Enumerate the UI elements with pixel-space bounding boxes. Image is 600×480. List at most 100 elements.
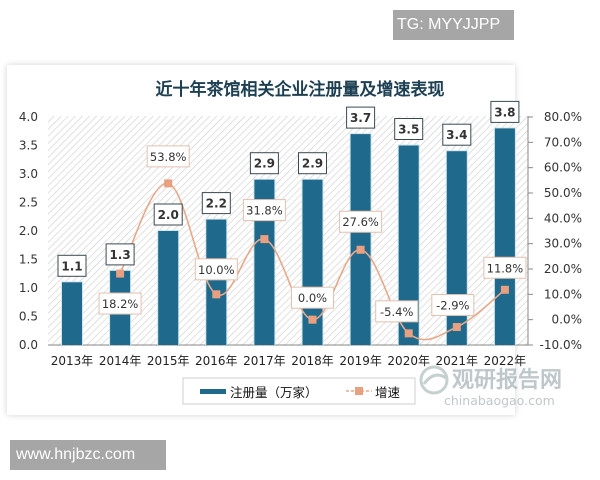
growth-label-box	[291, 286, 334, 309]
right-tick-label: 70.0%	[544, 135, 582, 149]
growth-label-box	[483, 256, 527, 279]
growth-marker	[164, 179, 173, 188]
bar	[494, 128, 515, 345]
left-tick-label: 1.0	[19, 281, 38, 295]
right-tick-label: 60.0%	[544, 161, 582, 175]
bar-value-label: 2.0	[158, 208, 179, 222]
logo-watermark: 观研报告网 chinabaogao.com	[419, 365, 562, 408]
bar-value-label: 2.9	[254, 157, 275, 171]
left-tick-label: 3.5	[19, 139, 38, 153]
growth-value-label: 27.6%	[342, 215, 379, 229]
bar-value-label: 2.2	[206, 197, 227, 211]
left-tick-label: 2.0	[19, 224, 38, 238]
growth-marker	[260, 235, 269, 244]
x-tick-label: 2018年	[291, 354, 334, 368]
watermark-tg: TG: MYYJJPP	[393, 10, 514, 40]
x-tick-label: 2021年	[436, 354, 479, 368]
growth-label-box	[146, 145, 190, 168]
growth-value-label: 53.8%	[150, 150, 187, 164]
bar-value-label: 3.5	[398, 123, 419, 137]
bar-value-label: 3.8	[494, 105, 515, 119]
bar-label-box	[105, 243, 135, 266]
chart-title: 近十年茶馆相关企业注册量及增速表现	[156, 79, 445, 100]
x-tick-label: 2020年	[387, 354, 430, 368]
right-tick-label: 80.0%	[544, 110, 582, 124]
growth-value-label: 18.2%	[102, 297, 139, 311]
bar-label-box	[298, 152, 327, 175]
logo-en: chinabaogao.com	[444, 393, 555, 408]
growth-label-box	[339, 210, 383, 233]
legend-marker-icon	[355, 387, 363, 395]
growth-marker	[500, 285, 509, 294]
x-tick-label: 2014年	[99, 354, 142, 368]
growth-marker	[404, 329, 413, 338]
growth-marker	[116, 269, 125, 278]
right-tick-label: 50.0%	[544, 186, 582, 200]
left-tick-label: 2.5	[19, 196, 38, 210]
bar	[158, 231, 179, 345]
bar-label-box	[346, 106, 376, 129]
logo-cn: 观研报告网	[452, 368, 562, 393]
line-labels: 18.2% 53.8% 10.0% 31.8% 0.0% 27.6% -5.4% -2.9% 1…	[98, 145, 527, 323]
right-tick-label: 10.0%	[544, 287, 582, 301]
left-axis: 0.0 0.5 1.0 1.5 2.0 2.5 3.0 3.5 4.0	[19, 110, 38, 352]
growth-marker	[212, 290, 221, 299]
legend-line-label: 增速	[375, 385, 401, 400]
left-tick-label: 4.0	[19, 110, 38, 124]
bar-label-box	[201, 192, 231, 215]
bar-label-box	[394, 118, 424, 140]
left-tick-label: 0.0	[19, 338, 38, 352]
watermark-website: www.hnjbzc.com	[10, 440, 166, 470]
x-tick-label: 2017年	[243, 354, 286, 368]
x-axis-labels: 2013年 2014年 2015年 2016年 2017年 2018年 2019年 2020年…	[51, 354, 526, 368]
bar-label-box	[442, 123, 472, 146]
x-tick-label: 2022年	[484, 354, 527, 368]
x-tick-label: 2015年	[147, 354, 190, 368]
growth-label-box	[98, 292, 142, 315]
growth-value-label: -5.4%	[380, 305, 413, 319]
legend: 注册量（万家） 增速	[182, 377, 416, 405]
bar	[398, 145, 419, 345]
growth-label-box	[375, 300, 419, 323]
growth-value-label: 11.8%	[487, 261, 524, 275]
growth-label-box	[194, 258, 238, 281]
bar-label-box	[249, 152, 279, 175]
right-tick-label: 40.0%	[544, 211, 582, 225]
left-tick-label: 3.0	[19, 167, 38, 181]
bar-labels: 1.1 1.3 2.0 2.2 2.9 2.9 3.7 3.5 3.4 3.8	[57, 100, 520, 277]
bar-value-label: 2.9	[302, 157, 323, 171]
growth-value-label: -2.9%	[436, 299, 469, 313]
growth-label-box	[242, 199, 286, 222]
left-tick-label: 0.5	[19, 310, 38, 324]
bar-label-box	[57, 254, 87, 277]
x-tick-label: 2019年	[339, 354, 382, 368]
bar-value-label: 1.3	[109, 248, 130, 262]
left-tick-label: 1.5	[19, 253, 38, 267]
bar-value-label: 1.1	[61, 259, 82, 273]
growth-value-label: 10.0%	[198, 263, 235, 277]
right-tick-label: 30.0%	[544, 237, 582, 251]
bar	[206, 219, 227, 345]
logo-swirl-icon	[422, 373, 447, 385]
x-tick-label: 2016年	[195, 354, 238, 368]
growth-marker	[308, 315, 317, 324]
growth-marker	[356, 245, 365, 254]
right-axis: -10.0% 0.0% 10.0% 20.0% 30.0% 40.0% 50.0% 60.0%…	[528, 110, 582, 352]
bar-value-label: 3.4	[446, 128, 467, 142]
bar-value-label: 3.7	[350, 111, 371, 125]
bar-label-box	[153, 203, 183, 226]
right-tick-label: 20.0%	[544, 262, 582, 276]
legend-bar-label: 注册量（万家）	[230, 385, 318, 400]
growth-marker	[452, 323, 461, 332]
x-tick-label: 2013年	[51, 354, 94, 368]
right-tick-label: -10.0%	[540, 338, 582, 352]
growth-value-label: 31.8%	[246, 204, 283, 218]
right-tick-label: 0.0%	[552, 313, 583, 327]
bar	[350, 134, 371, 345]
growth-label-box	[431, 294, 475, 317]
growth-value-label: 0.0%	[298, 291, 327, 305]
bar-label-box	[490, 100, 520, 123]
bar	[62, 282, 82, 345]
legend-bar-swatch	[200, 389, 226, 394]
